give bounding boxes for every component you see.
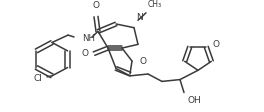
Text: O: O [139, 57, 146, 66]
Text: N: N [136, 13, 143, 22]
Text: O: O [212, 41, 219, 50]
Text: CH₃: CH₃ [148, 0, 162, 9]
Text: O: O [82, 49, 89, 58]
Text: O: O [92, 1, 100, 10]
Text: NH: NH [82, 34, 95, 43]
Text: OH: OH [187, 96, 201, 105]
Text: Cl: Cl [33, 74, 42, 83]
